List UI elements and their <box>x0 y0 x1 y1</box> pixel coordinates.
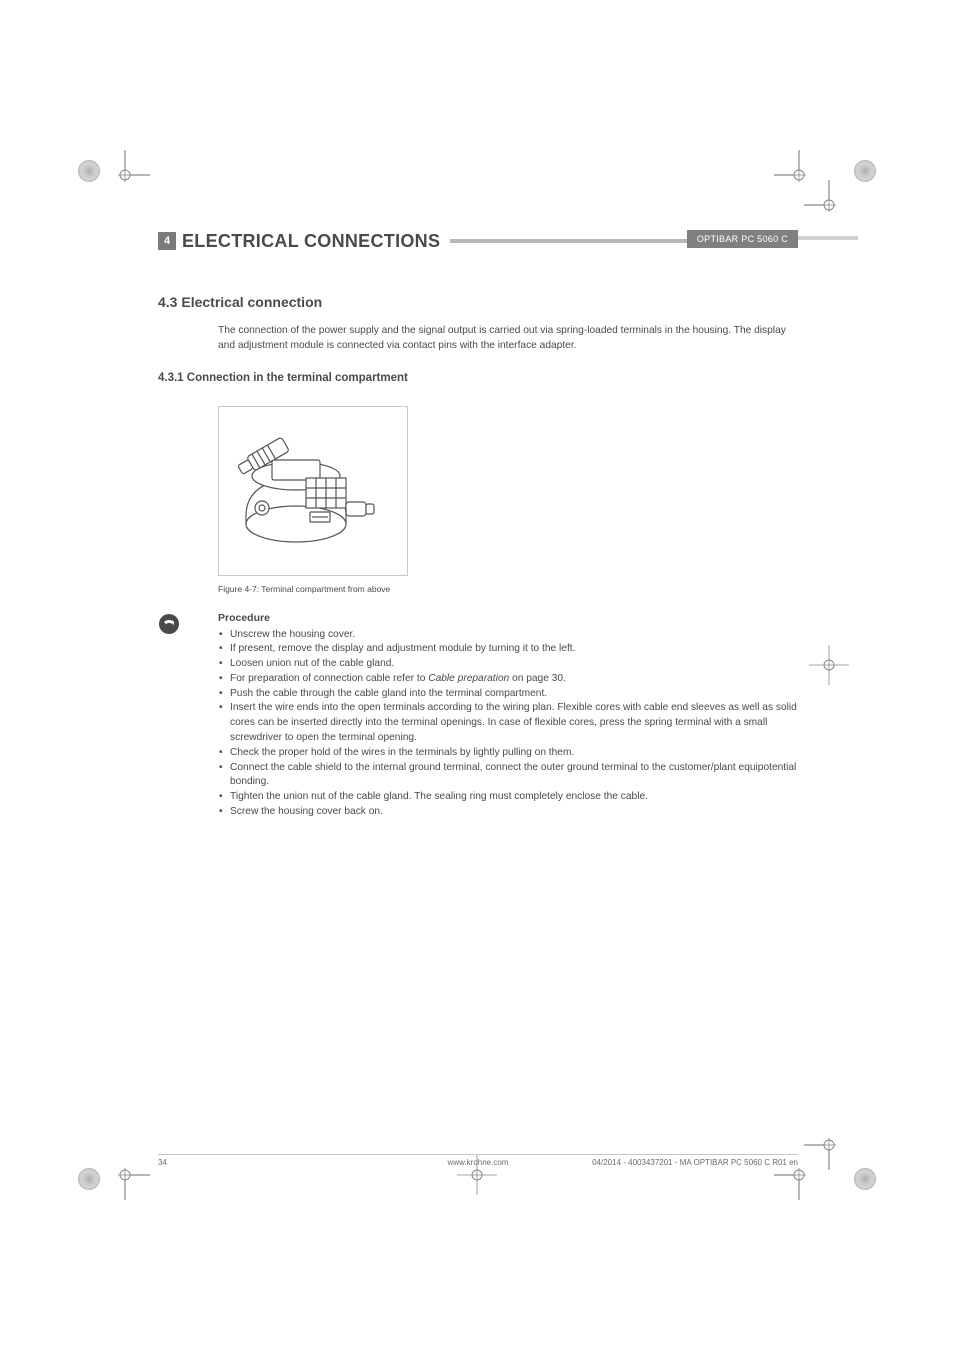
list-item: Screw the housing cover back on. <box>218 805 798 820</box>
reg-mark <box>854 160 876 182</box>
crop-mark-mid-right <box>804 640 854 690</box>
procedure-icon <box>158 612 198 640</box>
crop-mark-bottom-left <box>100 1150 150 1200</box>
intro-paragraph: The connection of the power supply and t… <box>218 324 798 354</box>
list-item: Insert the wire ends into the open termi… <box>218 701 798 745</box>
list-item: Tighten the union nut of the cable gland… <box>218 790 798 805</box>
chapter-title: ELECTRICAL CONNECTIONS <box>182 231 440 252</box>
document-label: OPTIBAR PC 5060 C <box>687 230 798 248</box>
procedure-title: Procedure <box>218 612 798 624</box>
chapter-number-box: 4 <box>158 232 176 250</box>
list-item: Check the proper hold of the wires in th… <box>218 746 798 761</box>
subsection-heading: 4.3.1 Connection in the terminal compart… <box>158 372 798 384</box>
section-heading: 4.3 Electrical connection <box>158 294 798 310</box>
reg-mark <box>78 160 100 182</box>
cross-reference: Cable preparation <box>428 673 509 684</box>
reg-mark <box>78 1168 100 1190</box>
chapter-header: 4 ELECTRICAL CONNECTIONS OPTIBAR PC 5060… <box>158 230 798 252</box>
footer-url: www.krohne.com <box>448 1158 509 1167</box>
footer-docinfo: 04/2014 - 4003437201 - MA OPTIBAR PC 506… <box>592 1158 798 1167</box>
list-item: Connect the cable shield to the internal… <box>218 761 798 791</box>
terminal-compartment-illustration <box>228 416 398 566</box>
figure-caption: Figure 4-7: Terminal compartment from ab… <box>218 584 798 594</box>
page-content: 4 ELECTRICAL CONNECTIONS OPTIBAR PC 5060… <box>158 230 798 820</box>
crop-mark-top-right-b <box>804 180 854 230</box>
page-footer: 34 www.krohne.com 04/2014 - 4003437201 -… <box>158 1154 798 1167</box>
list-item: Loosen union nut of the cable gland. <box>218 657 798 672</box>
figure-terminal-compartment <box>218 406 408 576</box>
list-item: For preparation of connection cable refe… <box>218 672 798 687</box>
procedure-block: Procedure Unscrew the housing cover.If p… <box>158 612 798 820</box>
header-rule-tail <box>798 236 858 240</box>
list-item: Unscrew the housing cover. <box>218 628 798 643</box>
crop-mark-bottom-right-b <box>804 1120 854 1170</box>
crop-mark-top-left <box>100 150 150 200</box>
page-number: 34 <box>158 1158 167 1167</box>
reg-mark <box>854 1168 876 1190</box>
crop-mark-top-right-a <box>774 150 824 200</box>
procedure-list: Unscrew the housing cover.If present, re… <box>218 628 798 820</box>
chapter-number: 4 <box>164 235 170 247</box>
list-item: If present, remove the display and adjus… <box>218 642 798 657</box>
list-item: Push the cable through the cable gland i… <box>218 687 798 702</box>
